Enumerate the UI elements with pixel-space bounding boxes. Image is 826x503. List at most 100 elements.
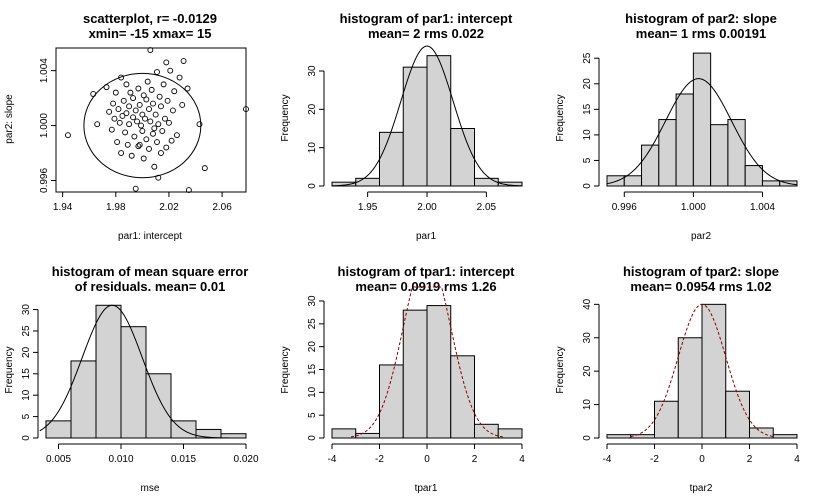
panel-2-title-line-2: mean= 2 rms 0.022 xyxy=(368,26,484,41)
panel-5-density-curve xyxy=(350,286,504,438)
panel-1-scatter-point xyxy=(124,141,131,148)
panel-4-y-tick-label: 20 xyxy=(21,346,32,358)
panel-2-y-tick-label: 0 xyxy=(307,183,318,189)
panel-1-scatter-point xyxy=(128,152,135,159)
panel-3-title-line-2: mean= 1 rms 0.00191 xyxy=(636,26,766,41)
panel-2-y-tick-label: 20 xyxy=(307,103,318,115)
panel-6-histogram-bar xyxy=(606,434,632,439)
panel-6-y-tick-label: 30 xyxy=(582,332,593,344)
panel-5-histogram-bar xyxy=(355,432,380,439)
panel-4-x-tick-label: 0.020 xyxy=(233,454,258,465)
panel-1-x-tick-label: 1.98 xyxy=(106,202,126,213)
panel-5-x-tick-label: 2 xyxy=(472,454,478,465)
panel-1-confidence-ellipse xyxy=(83,72,202,179)
panel-1-scatter-point xyxy=(196,121,203,128)
panel-4-y-tick-label: 5 xyxy=(21,413,32,419)
panel-3-density-curve xyxy=(606,78,798,186)
panel-5-y-tick-label: 30 xyxy=(307,295,318,307)
panel-1-scatter-point xyxy=(150,130,156,137)
panel-6-histogram-bar xyxy=(654,400,679,439)
panel-1-scatter-point xyxy=(131,133,138,140)
panel-1-x-tick-label: 2.02 xyxy=(159,202,179,213)
panel-1-x-axis-label: par1: intercept xyxy=(118,231,182,242)
panel-1-scatter-point xyxy=(152,111,159,118)
panel-1-x-tick-label: 2.06 xyxy=(212,202,232,213)
panel-1-scatter-point xyxy=(150,100,156,107)
panel-3-histogram-bar xyxy=(623,175,643,187)
panel-2-x-axis-label: par1 xyxy=(416,231,436,242)
panel-1-scatter-point xyxy=(139,111,146,118)
panel-1-scatter-point xyxy=(151,163,158,170)
panel-1-scatter-point xyxy=(120,97,127,104)
panel-1-y-tick-label: 1.000 xyxy=(39,113,50,138)
panel-1-scatter-point xyxy=(180,58,187,64)
panel-1-scatter-point xyxy=(127,89,134,96)
panel-1-scatter-point xyxy=(138,122,144,129)
panel-1-scatter-point xyxy=(142,115,148,122)
panel-1-scatter-point xyxy=(126,103,133,110)
panel-1-scatter-point xyxy=(158,150,164,156)
panel-1-scatter-point xyxy=(132,185,139,192)
panel-5-y-tick-label: 5 xyxy=(307,412,318,418)
panel-2-y-axis-label: Frequency xyxy=(280,94,291,141)
panel-1-scatter-point xyxy=(136,141,143,148)
panel-3-y-axis-label: Frequency xyxy=(555,94,566,141)
panel-6-y-tick-label: 20 xyxy=(582,365,593,377)
panel-1-scatter-point xyxy=(165,119,172,126)
panel-1-scatter-point xyxy=(111,115,118,122)
panel-5-x-tick-label: 0 xyxy=(424,454,430,465)
panel-4-histogram-bar xyxy=(95,304,122,439)
panel-2-histogram-bar xyxy=(450,128,475,187)
panel-3-x-tick-label: 1.004 xyxy=(750,202,775,213)
panel-6-y-axis-label: Frequency xyxy=(555,346,566,393)
panel-1-scatter-point xyxy=(108,126,115,133)
panel-1-scatter-point xyxy=(167,67,174,74)
panel-1-scatter-point xyxy=(163,144,170,151)
panel-6-y-tick-label: 40 xyxy=(582,298,593,310)
panel-1-scatter-point xyxy=(90,91,97,97)
panel-5-x-tick-label: -2 xyxy=(375,454,384,465)
panel-1-scatter-point xyxy=(143,96,150,103)
panel-4-histogram-bar xyxy=(120,326,147,439)
panel-6-title-line-2: mean= 0.0954 rms 1.02 xyxy=(630,279,771,294)
panel-1-scatter-point xyxy=(146,145,152,152)
panel-1-scatter-point xyxy=(184,85,191,92)
panel-1-scatter-point xyxy=(114,139,121,145)
panel-1-scatter-point xyxy=(123,81,130,88)
panel-1-scatter-point xyxy=(148,86,155,93)
panel-1-scatter-point xyxy=(122,129,129,136)
panel-5-title-line-2: mean= 0.0919 rms 1.26 xyxy=(355,279,496,294)
panel-3-histogram-bar xyxy=(675,93,694,187)
panel-5-y-tick-label: 15 xyxy=(307,364,318,376)
panel-3-y-tick-label: 5 xyxy=(582,157,593,163)
panel-3-x-axis-label: par2 xyxy=(691,231,711,242)
panel-6-y-tick-label: 10 xyxy=(582,399,593,411)
panel-1-y-tick-label: 1.004 xyxy=(39,58,50,83)
panel-1-scatter-point xyxy=(160,81,167,88)
panel-6-x-tick-label: 0 xyxy=(699,454,705,465)
panel-3-histogram-bar xyxy=(727,119,746,187)
panel-4-density-curve xyxy=(39,304,246,439)
panel-4-y-tick-label: 0 xyxy=(21,435,32,441)
panel-1-scatter-point xyxy=(112,89,119,96)
panel-4-x-tick-label: 0.010 xyxy=(108,454,133,465)
panel-1-scatter-point xyxy=(163,59,170,66)
panel-3-histogram-bar xyxy=(744,165,763,187)
panel-2-histogram-bar xyxy=(497,181,523,187)
panel-1-scatter-point xyxy=(130,114,137,121)
panel-2-x-tick-label: 2.05 xyxy=(477,202,497,213)
panel-3-histogram-bar xyxy=(606,175,625,187)
panel-5-x-axis-label: tpar1 xyxy=(415,483,438,494)
panel-3-histogram-bar xyxy=(692,52,712,187)
panel-1-scatter-point xyxy=(164,97,171,104)
panel-1-scatter-point xyxy=(132,107,139,114)
panel-1-scatter-point xyxy=(154,69,160,75)
panel-5-histogram-bar xyxy=(474,423,499,439)
panel-1-scatter-point xyxy=(146,106,152,113)
panel-1-scatter-point xyxy=(140,92,147,99)
panel-2-histogram-bar xyxy=(474,177,499,187)
panel-3-y-tick-label: 10 xyxy=(582,129,593,141)
panel-1-scatter-point xyxy=(103,84,110,91)
panel-6-title-line-1: histogram of tpar2: slope xyxy=(623,264,779,279)
